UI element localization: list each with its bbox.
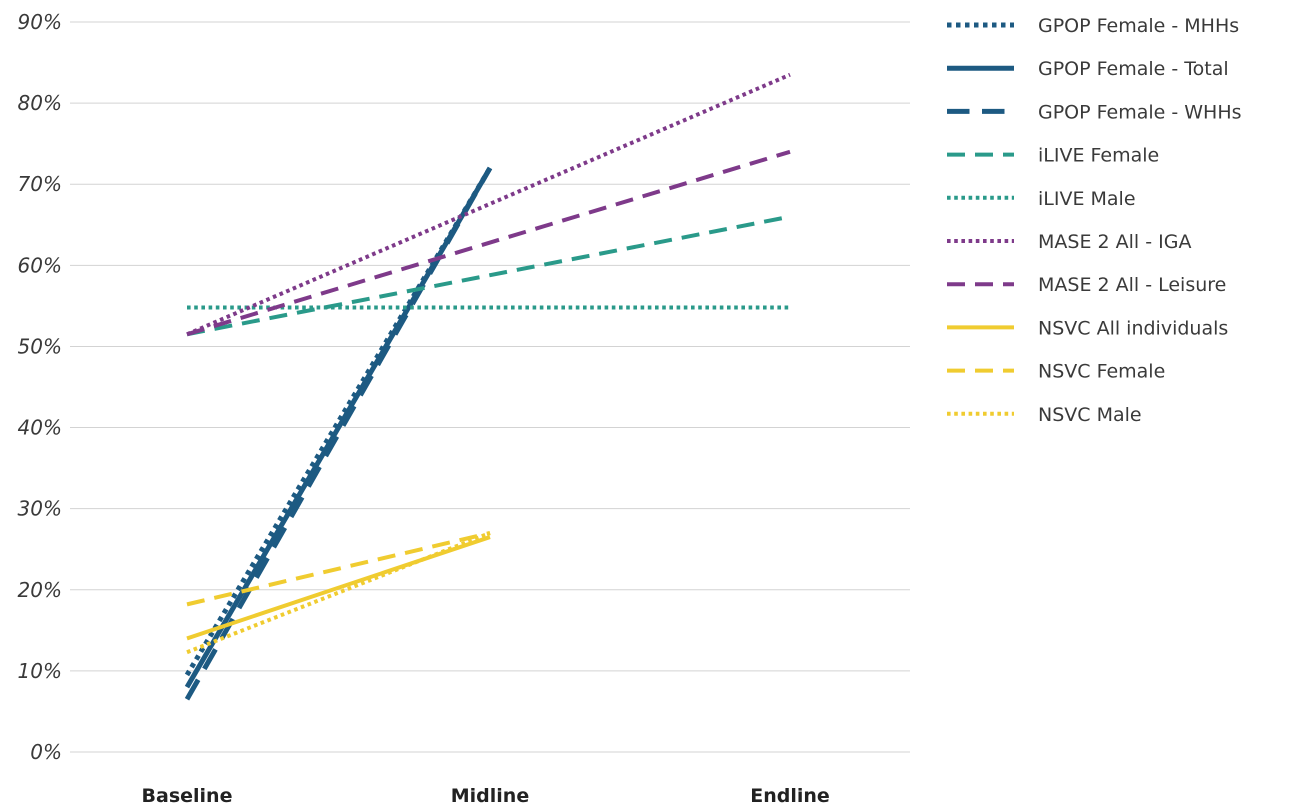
legend-label: GPOP Female - WHHs: [1038, 101, 1242, 123]
x-tick-label: Baseline: [142, 785, 233, 807]
series-line-ilive-female: [186, 214, 791, 337]
legend-label: GPOP Female - Total: [1038, 58, 1229, 80]
y-axis-ticks: 0% 10% 20% 30% 40% 50% 60% 70% 80% 90%: [18, 10, 62, 764]
legend-label: iLIVE Female: [1038, 145, 1159, 167]
legend-label: GPOP Female - MHHs: [1038, 15, 1239, 37]
y-tick-label: 40%: [18, 416, 62, 440]
y-tick-label: 60%: [18, 253, 62, 277]
y-tick-label: 10%: [18, 659, 62, 683]
series-line-mase-2-all-leisure: [186, 149, 791, 337]
series-line-mase-2-all-iga: [186, 72, 791, 337]
legend-label: NSVC Female: [1038, 361, 1165, 383]
x-tick-label: Endline: [750, 785, 830, 807]
series-lines: [184, 72, 791, 701]
y-tick-label: 30%: [18, 497, 62, 521]
legend-label: iLIVE Male: [1038, 188, 1136, 210]
series-line-nsvc-male: [186, 531, 491, 655]
legend-label: MASE 2 All - IGA: [1038, 231, 1191, 253]
legend-label: NSVC Male: [1038, 404, 1142, 426]
legend: GPOP Female - MHHs GPOP Female - Total GPO…: [947, 15, 1242, 426]
y-tick-label: 70%: [18, 172, 62, 196]
x-tick-label: Midline: [451, 785, 529, 807]
series-line-nsvc-all-individuals: [186, 535, 491, 641]
y-tick-label: 50%: [18, 334, 62, 358]
y-tick-label: 0%: [30, 740, 62, 764]
series-line-nsvc-female: [186, 531, 491, 607]
y-tick-label: 20%: [18, 578, 62, 602]
x-axis-ticks: Baseline Midline Endline: [142, 785, 830, 807]
y-tick-label: 90%: [18, 10, 62, 34]
y-tick-label: 80%: [18, 91, 62, 115]
legend-label: MASE 2 All - Leisure: [1038, 274, 1226, 296]
legend-label: NSVC All individuals: [1038, 317, 1228, 339]
gridlines: [70, 21, 910, 753]
